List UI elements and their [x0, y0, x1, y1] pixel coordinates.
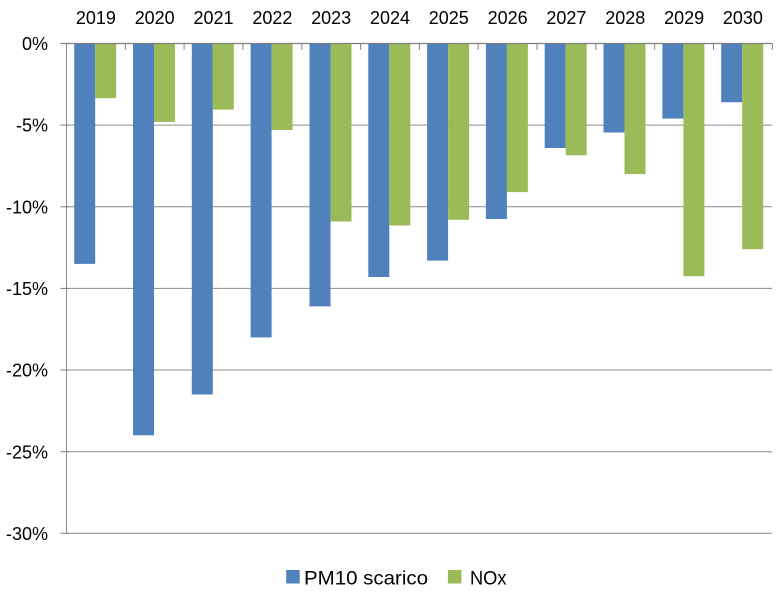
svg-text:2022: 2022 [252, 8, 292, 28]
svg-text:2021: 2021 [194, 8, 234, 28]
svg-text:-25%: -25% [6, 442, 48, 462]
svg-text:2026: 2026 [488, 8, 528, 28]
svg-text:2025: 2025 [429, 8, 469, 28]
svg-text:2029: 2029 [664, 8, 704, 28]
svg-text:-5%: -5% [16, 116, 48, 136]
svg-text:2019: 2019 [76, 8, 116, 28]
svg-text:2028: 2028 [605, 8, 645, 28]
svg-text:2030: 2030 [723, 8, 763, 28]
svg-text:2023: 2023 [311, 8, 351, 28]
svg-text:2024: 2024 [370, 8, 410, 28]
svg-text:2027: 2027 [546, 8, 586, 28]
svg-text:-15%: -15% [6, 279, 48, 299]
svg-text:-10%: -10% [6, 197, 48, 217]
svg-text:-30%: -30% [6, 524, 48, 544]
svg-text:NOx: NOx [470, 568, 507, 590]
svg-text:2020: 2020 [135, 8, 175, 28]
svg-text:PM10 scarico: PM10 scarico [304, 568, 428, 590]
svg-text:0%: 0% [22, 34, 48, 54]
svg-text:-20%: -20% [6, 361, 48, 381]
